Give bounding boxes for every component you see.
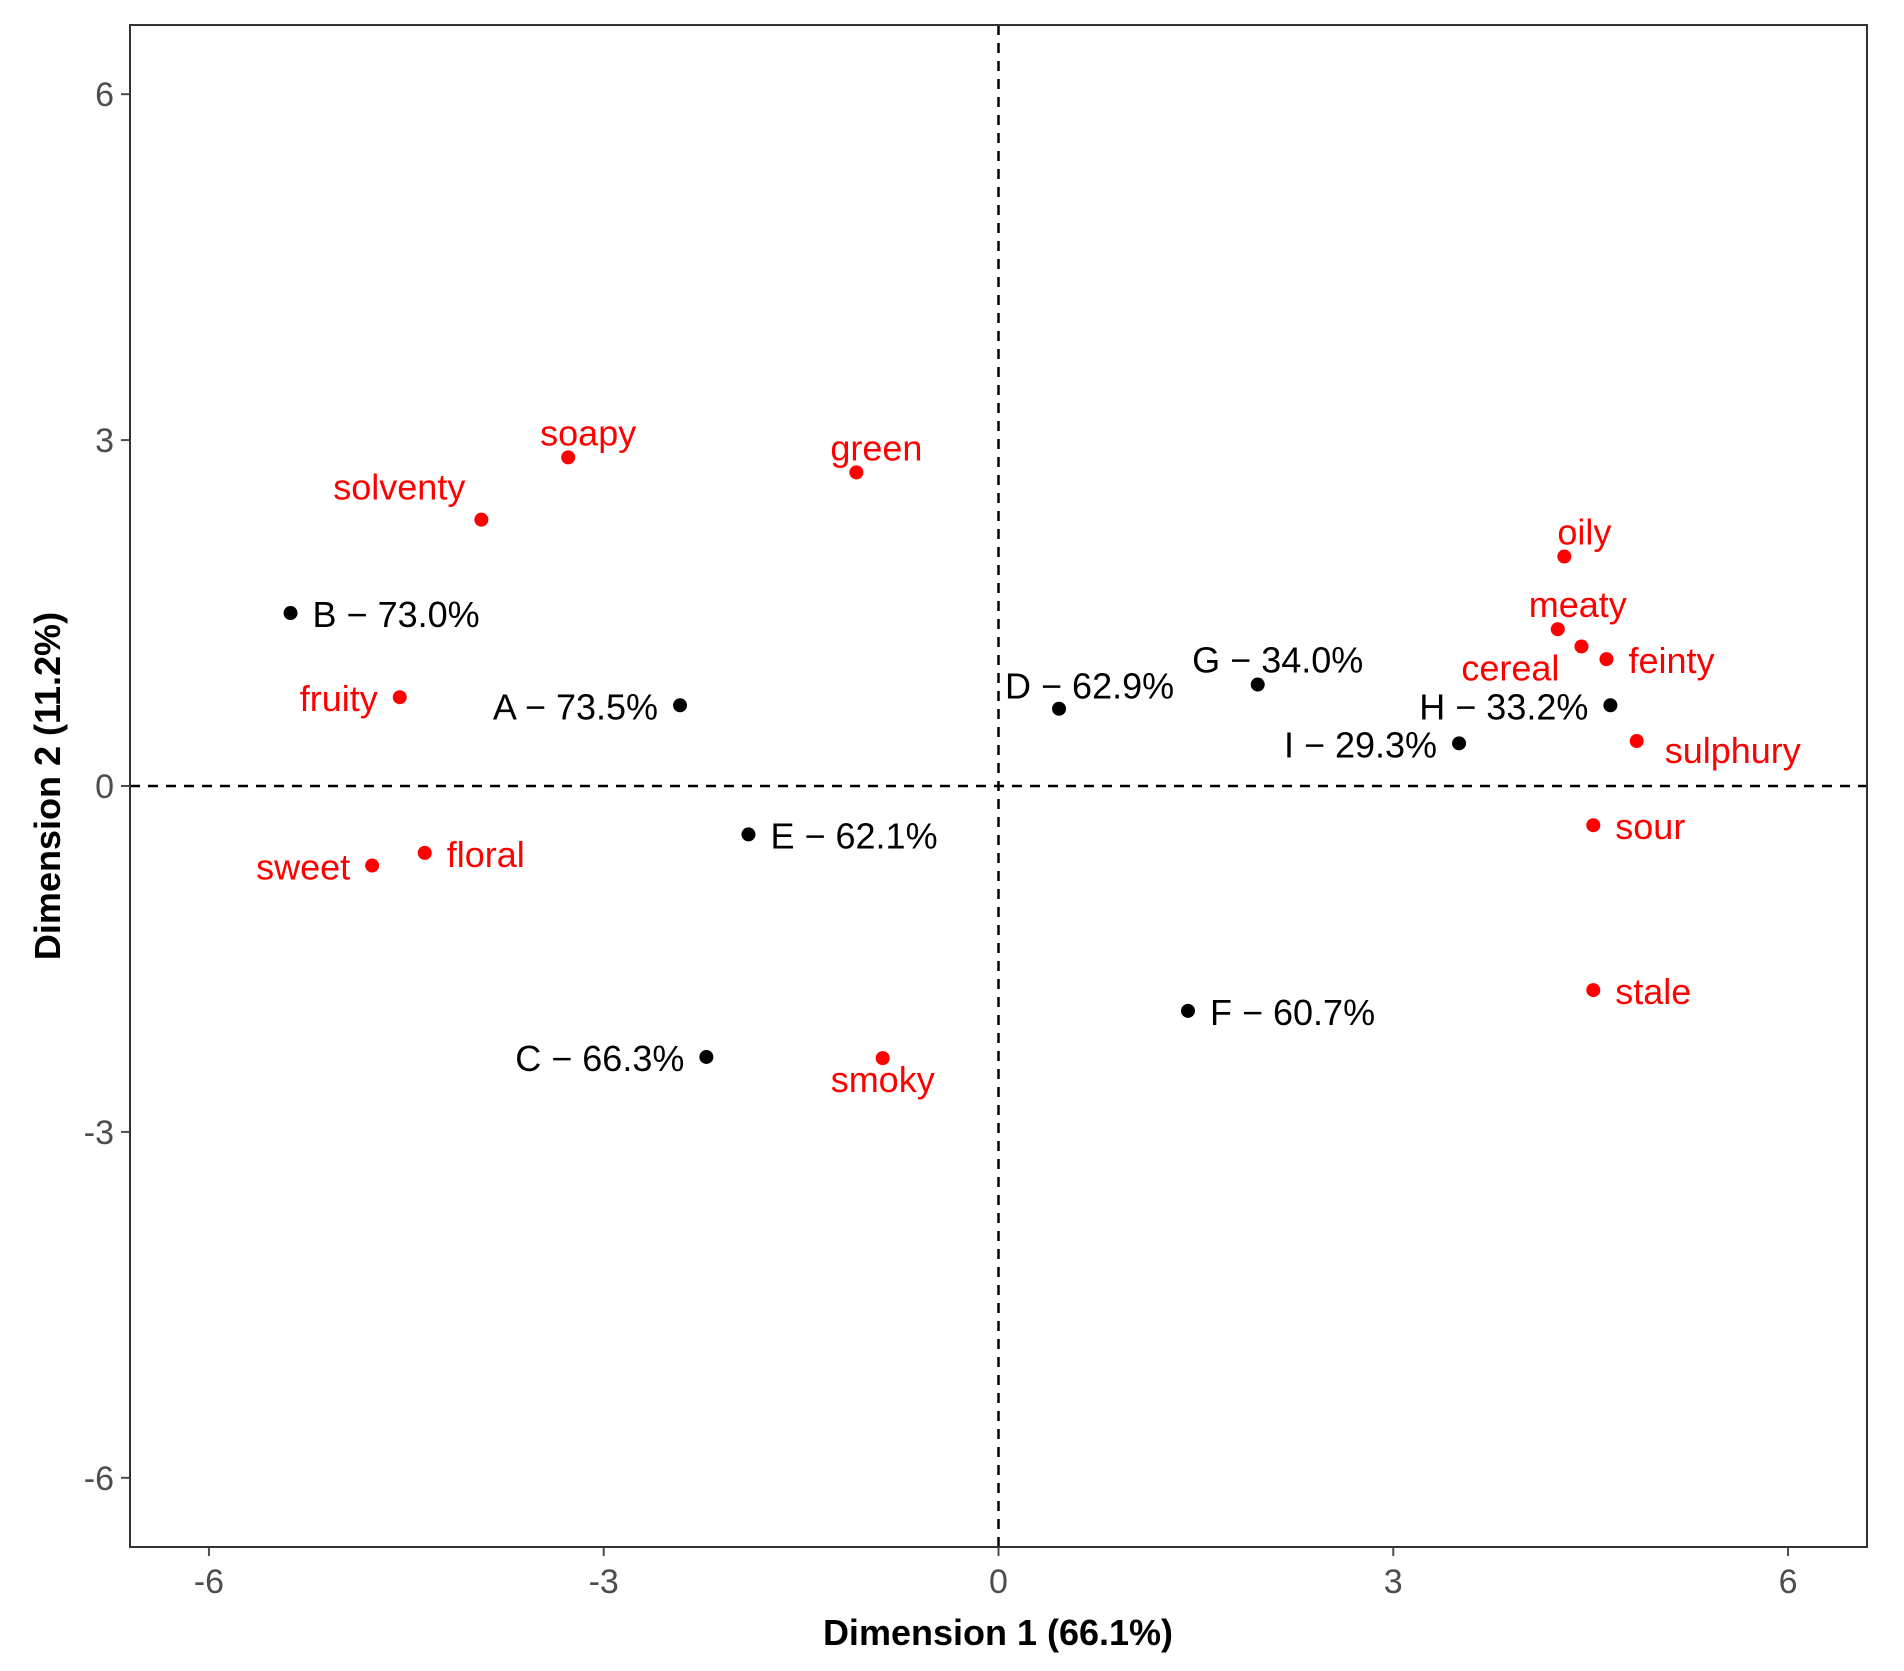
- sample-point-f: [1180, 1003, 1195, 1018]
- axis-ticks: -6 -3 0 3 6 -6 -3 0 3 6: [84, 76, 1798, 1601]
- attribute-label-sweet: sweet: [256, 847, 350, 888]
- y-tick-label: -6: [84, 1460, 114, 1498]
- sample-point-c: [699, 1049, 714, 1064]
- attribute-label-cereal: cereal: [1461, 647, 1559, 688]
- attribute-label-sulphury: sulphury: [1665, 730, 1801, 771]
- reference-lines: [130, 25, 1867, 1547]
- plot-frame: [129, 24, 1868, 1548]
- attribute-label-fruity: fruity: [300, 678, 378, 719]
- attribute-label-feinty: feinty: [1628, 640, 1714, 681]
- x-tick-label: 3: [1384, 1563, 1403, 1601]
- sample-label-b: B − 73.0%: [313, 594, 480, 635]
- sample-point-d: [1052, 701, 1067, 716]
- sample-point-e: [741, 827, 756, 842]
- sample-label-e: E − 62.1%: [770, 815, 937, 856]
- sample-point-a: [673, 698, 688, 713]
- attribute-point-meaty: [1550, 622, 1565, 637]
- sample-point-h: [1603, 698, 1618, 713]
- sample-label-d: D − 62.9%: [1005, 666, 1174, 707]
- sample-point-g: [1250, 677, 1265, 692]
- attribute-label-green: green: [830, 427, 922, 468]
- attribute-point-sulphury: [1629, 734, 1644, 749]
- attribute-label-smoky: smoky: [831, 1059, 935, 1100]
- sample-label-a: A − 73.5%: [493, 686, 658, 727]
- sample-point-i: [1452, 736, 1467, 751]
- sample-label-i: I − 29.3%: [1284, 724, 1437, 765]
- attribute-point-solventy: [474, 512, 489, 527]
- attribute-point-soapy: [561, 450, 576, 465]
- attribute-point-feinty: [1599, 652, 1614, 667]
- x-tick-label: -3: [589, 1563, 619, 1601]
- sample-label-h: H − 33.2%: [1419, 686, 1588, 727]
- attribute-point-fruity: [392, 690, 407, 705]
- attribute-label-soapy: soapy: [540, 412, 636, 453]
- attribute-label-sour: sour: [1615, 806, 1685, 847]
- attribute-label-stale: stale: [1615, 971, 1691, 1012]
- x-axis-title: Dimension 1 (66.1%): [823, 1612, 1173, 1653]
- x-tick-label: 6: [1779, 1563, 1798, 1601]
- attribute-point-oily: [1557, 549, 1572, 564]
- attribute-label-meaty: meaty: [1529, 584, 1627, 625]
- attribute-point-cereal: [1574, 639, 1589, 654]
- attribute-point-smoky: [875, 1051, 890, 1066]
- attribute-point-stale: [1586, 983, 1601, 998]
- y-tick-label: 3: [95, 422, 114, 460]
- y-tick-label: -3: [84, 1114, 114, 1152]
- attribute-label-solventy: solventy: [333, 467, 465, 508]
- sample-point-b: [283, 606, 298, 621]
- attribute-label-oily: oily: [1557, 512, 1611, 553]
- data-points: A − 73.5% B − 73.0% C − 66.3% D − 62.9% E − …: [256, 412, 1801, 1100]
- y-tick-label: 6: [95, 76, 114, 114]
- samples-series: A − 73.5% B − 73.0% C − 66.3% D − 62.9% E − …: [283, 594, 1618, 1079]
- attributes-series: soapy green solventy fruity sweet floral smoky…: [256, 412, 1801, 1100]
- sample-label-c: C − 66.3%: [515, 1038, 684, 1079]
- attribute-point-green: [849, 465, 864, 480]
- attribute-point-sweet: [365, 858, 380, 873]
- y-tick-label: 0: [95, 768, 114, 806]
- attribute-point-floral: [417, 845, 432, 860]
- attribute-point-sour: [1586, 818, 1601, 833]
- sample-label-f: F − 60.7%: [1210, 992, 1375, 1033]
- x-tick-label: 0: [989, 1563, 1008, 1601]
- y-axis-title: Dimension 2 (11.2%): [27, 612, 68, 960]
- sample-label-g: G − 34.0%: [1192, 640, 1363, 681]
- x-tick-label: -6: [194, 1563, 224, 1601]
- attribute-label-floral: floral: [447, 834, 525, 875]
